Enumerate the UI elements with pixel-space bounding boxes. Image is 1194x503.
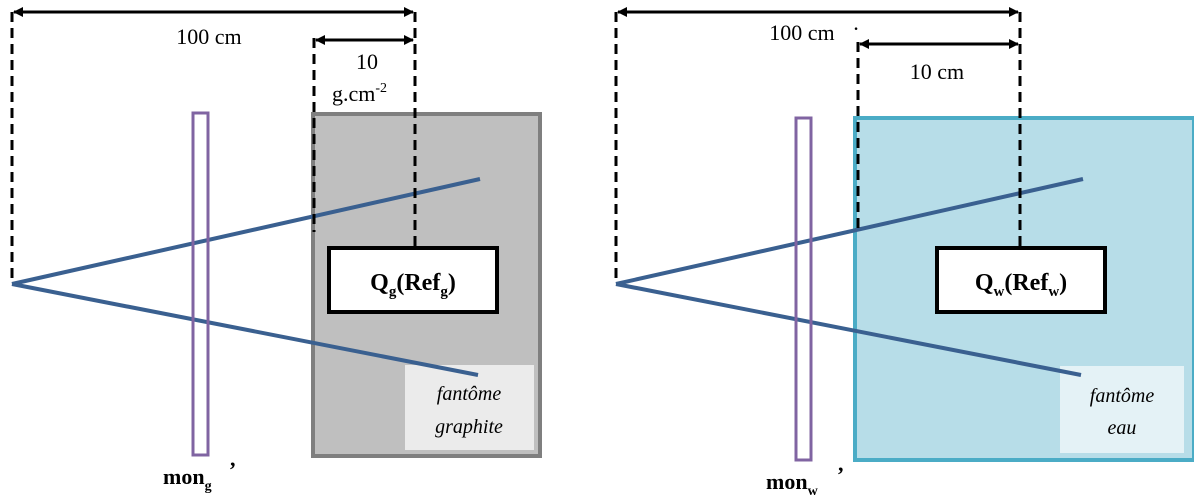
beam-upper-edge (11, 177, 481, 286)
chamber-q: Q (370, 270, 389, 296)
graphite-phantom-label-line2: graphite (435, 416, 503, 438)
monitor-main: mon (766, 469, 808, 494)
chamber-q-sub: w (994, 284, 1005, 300)
depth-unit-label: g.cm-2 (332, 81, 387, 106)
monitor-main: mon (163, 464, 205, 489)
chamber-ref-sub: w (1048, 284, 1059, 300)
depth-unit-base: g.cm (332, 81, 375, 106)
beam-lower-edge (11, 282, 479, 377)
water-phantom-label-line2: eau (1108, 417, 1137, 439)
depth-value-label: 10 (356, 49, 378, 74)
chamber-close: ) (448, 270, 456, 296)
graphite-phantom-label-box (405, 365, 534, 450)
monitor-chamber (794, 116, 813, 462)
distance-100cm-mark: · (852, 16, 859, 41)
chamber-ref-sub: g (440, 284, 448, 300)
chamber-q: Q (975, 270, 994, 296)
chamber-q-sub: g (389, 284, 397, 300)
distance-100cm-label: 100 cm (769, 20, 834, 45)
chamber-ref: (Ref (1004, 270, 1049, 296)
water-phantom-label-line1: fantôme (1090, 385, 1155, 407)
chamber-close: ) (1059, 270, 1067, 296)
reference-chamber-box (327, 246, 499, 314)
distance-100cm-label: 100 cm (176, 24, 241, 49)
beam-lower-edge (615, 282, 1082, 377)
left-panel: fantôme graphite 100 cm 10 g.cm-2 Qg(Ref… (10, 7, 542, 494)
depth-unit-exponent: -2 (375, 81, 387, 96)
chamber-ref: (Ref (396, 270, 441, 296)
depth-10cm-label: 10 cm (910, 59, 964, 84)
beam-upper-edge (615, 177, 1084, 286)
monitor-label: mong (163, 464, 212, 494)
graphite-phantom-label-line1: fantôme (437, 383, 502, 405)
monitor-sub: g (205, 479, 212, 494)
monitor-chamber (191, 111, 210, 457)
reference-chamber-label: Qw(Refw) (975, 270, 1067, 300)
monitor-sub: w (808, 484, 819, 499)
monitor-mark: , (230, 446, 236, 471)
monitor-label: monw (766, 469, 819, 499)
water-phantom-label-box (1060, 366, 1184, 453)
reference-chamber-label: Qg(Refg) (370, 270, 456, 300)
reference-chamber-box (935, 246, 1107, 314)
right-panel: fantôme eau 100 cm · 10 cm Qw(Refw) monw… (614, 7, 1194, 499)
monitor-mark: , (838, 451, 844, 476)
